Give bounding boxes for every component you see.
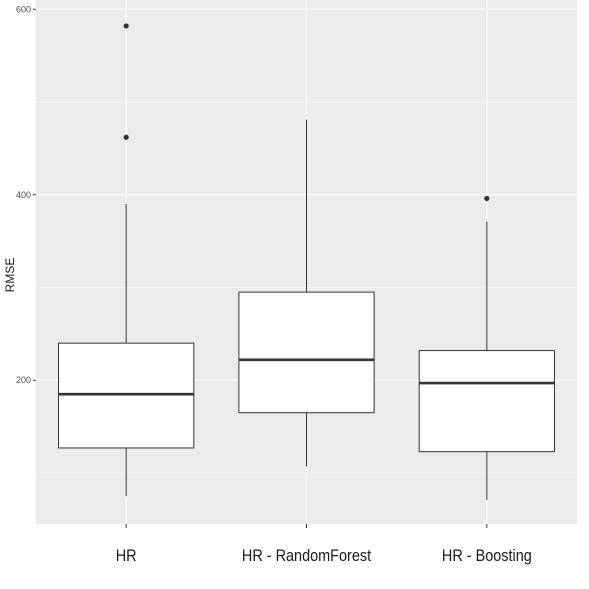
x-category-label: HR - Boosting <box>442 547 532 565</box>
x-category-label: HR <box>116 547 137 565</box>
outlier-point <box>484 195 490 202</box>
iqr-box <box>238 291 375 414</box>
boxes-layer <box>58 23 555 500</box>
box-1 <box>58 23 195 497</box>
box-3 <box>418 195 555 500</box>
outlier-point <box>123 134 129 140</box>
box-2 <box>238 119 375 467</box>
x-category-label: HR - RandomForest <box>242 547 372 565</box>
y-tick-label: 200 <box>16 375 31 385</box>
outlier-point <box>123 23 129 29</box>
y-axis-title: RMSE <box>3 258 17 293</box>
axes-layer: 200 400 600 HR HR - RandomForest HR - Boostin… <box>16 4 532 565</box>
iqr-box <box>58 342 195 449</box>
y-tick-label: 600 <box>16 4 31 14</box>
iqr-box <box>418 350 555 453</box>
y-tick-label: 400 <box>16 190 31 200</box>
